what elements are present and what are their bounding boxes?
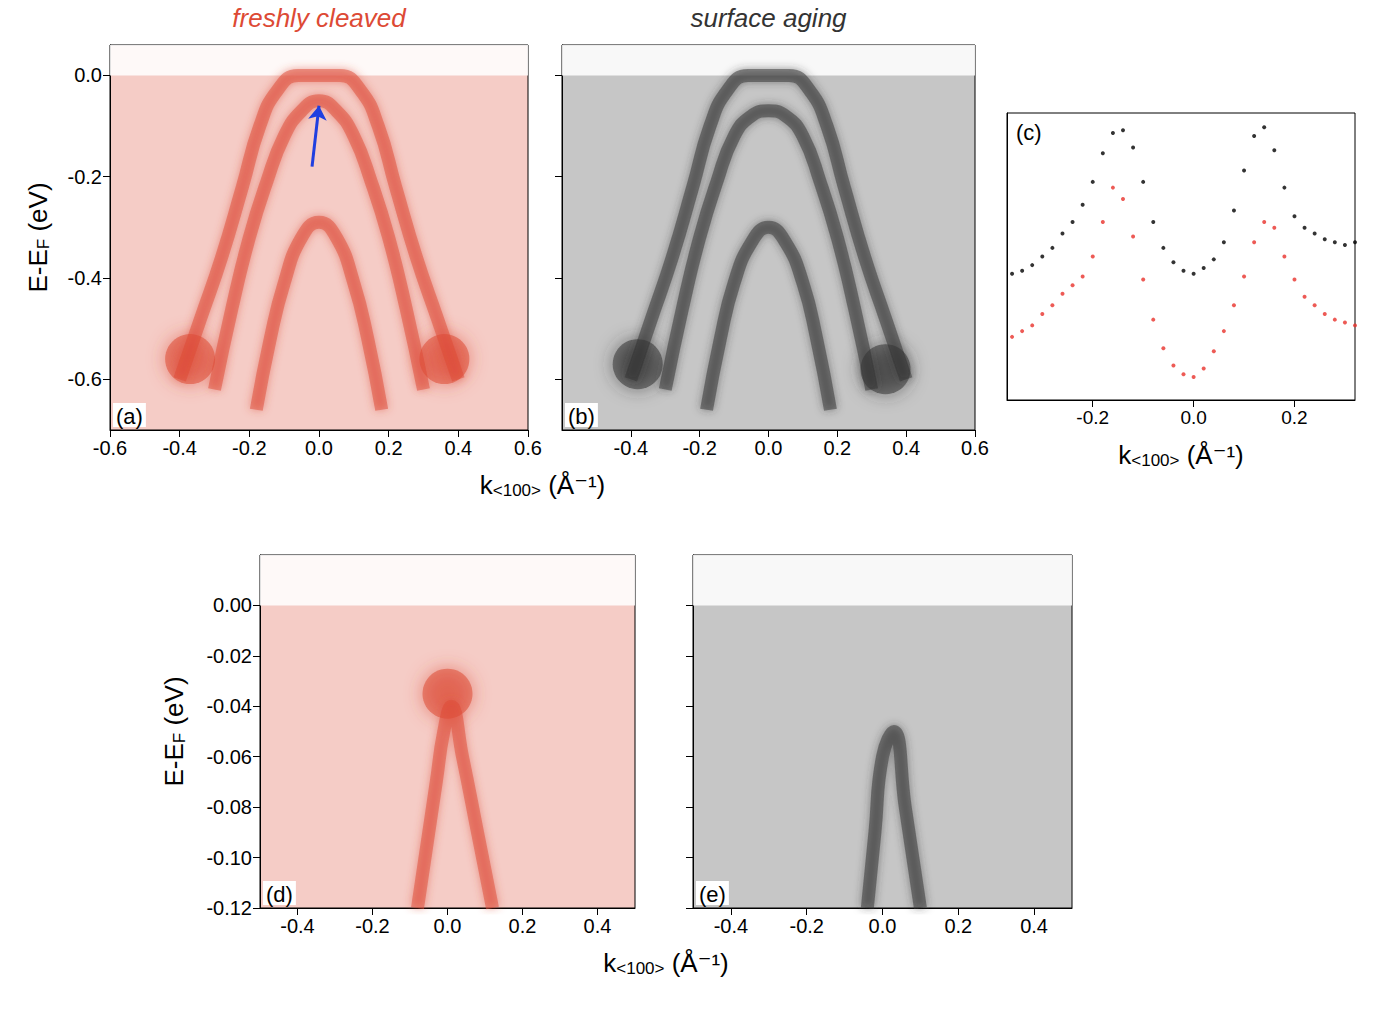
svg-text:-0.6: -0.6 [68, 368, 102, 390]
svg-text:0.0: 0.0 [1180, 407, 1206, 428]
svg-text:F: F [34, 239, 53, 249]
svg-text:E-E: E-E [159, 743, 189, 786]
svg-text:(Å⁻¹): (Å⁻¹) [664, 948, 728, 978]
svg-text:0.2: 0.2 [375, 437, 403, 459]
svg-text:(eV): (eV) [23, 182, 53, 238]
svg-text:0.0: 0.0 [305, 437, 333, 459]
svg-text:-0.2: -0.2 [68, 166, 102, 188]
svg-text:(b): (b) [568, 404, 595, 429]
svg-text:freshly cleaved: freshly cleaved [232, 3, 407, 33]
svg-text:k: k [603, 948, 617, 978]
svg-text:(d): (d) [266, 882, 293, 907]
svg-text:-0.4: -0.4 [68, 267, 102, 289]
svg-text:-0.4: -0.4 [614, 437, 648, 459]
svg-text:-0.2: -0.2 [1076, 407, 1109, 428]
svg-text:E-E: E-E [23, 249, 53, 292]
svg-text:0.2: 0.2 [509, 915, 537, 937]
svg-text:(a): (a) [116, 404, 143, 429]
svg-text:0.4: 0.4 [584, 915, 612, 937]
svg-text:<100>: <100> [493, 481, 541, 500]
svg-text:-0.10: -0.10 [206, 847, 252, 869]
svg-text:0.2: 0.2 [944, 915, 972, 937]
svg-text:(eV): (eV) [159, 676, 189, 732]
svg-text:-0.4: -0.4 [280, 915, 314, 937]
svg-text:k: k [1118, 440, 1132, 470]
svg-text:-0.04: -0.04 [206, 695, 252, 717]
svg-text:-0.12: -0.12 [206, 897, 252, 919]
svg-text:-0.2: -0.2 [682, 437, 716, 459]
svg-text:-0.2: -0.2 [232, 437, 266, 459]
svg-text:-0.2: -0.2 [789, 915, 823, 937]
svg-text:-0.4: -0.4 [714, 915, 748, 937]
svg-text:0.4: 0.4 [892, 437, 920, 459]
svg-text:-0.6: -0.6 [93, 437, 127, 459]
svg-text:0.0: 0.0 [869, 915, 897, 937]
svg-text:(c): (c) [1016, 120, 1042, 145]
svg-text:(Å⁻¹): (Å⁻¹) [541, 470, 605, 500]
svg-text:0.0: 0.0 [434, 915, 462, 937]
svg-text:0.6: 0.6 [961, 437, 989, 459]
svg-text:-0.4: -0.4 [162, 437, 196, 459]
svg-text:<100>: <100> [1131, 451, 1179, 470]
svg-text:k: k [480, 470, 494, 500]
svg-text:-0.02: -0.02 [206, 645, 252, 667]
svg-text:0.0: 0.0 [755, 437, 783, 459]
svg-text:-0.06: -0.06 [206, 746, 252, 768]
svg-text:0.00: 0.00 [213, 594, 252, 616]
svg-text:-0.2: -0.2 [355, 915, 389, 937]
svg-text:<100>: <100> [616, 959, 664, 978]
svg-text:0.4: 0.4 [444, 437, 472, 459]
svg-text:(e): (e) [699, 882, 726, 907]
svg-text:surface aging: surface aging [690, 3, 847, 33]
svg-text:0.4: 0.4 [1020, 915, 1048, 937]
svg-text:-0.08: -0.08 [206, 796, 252, 818]
svg-text:0.0: 0.0 [74, 64, 102, 86]
svg-text:0.6: 0.6 [514, 437, 542, 459]
svg-text:F: F [170, 733, 189, 743]
svg-text:(Å⁻¹): (Å⁻¹) [1179, 440, 1243, 470]
svg-text:0.2: 0.2 [823, 437, 851, 459]
svg-text:0.2: 0.2 [1281, 407, 1307, 428]
